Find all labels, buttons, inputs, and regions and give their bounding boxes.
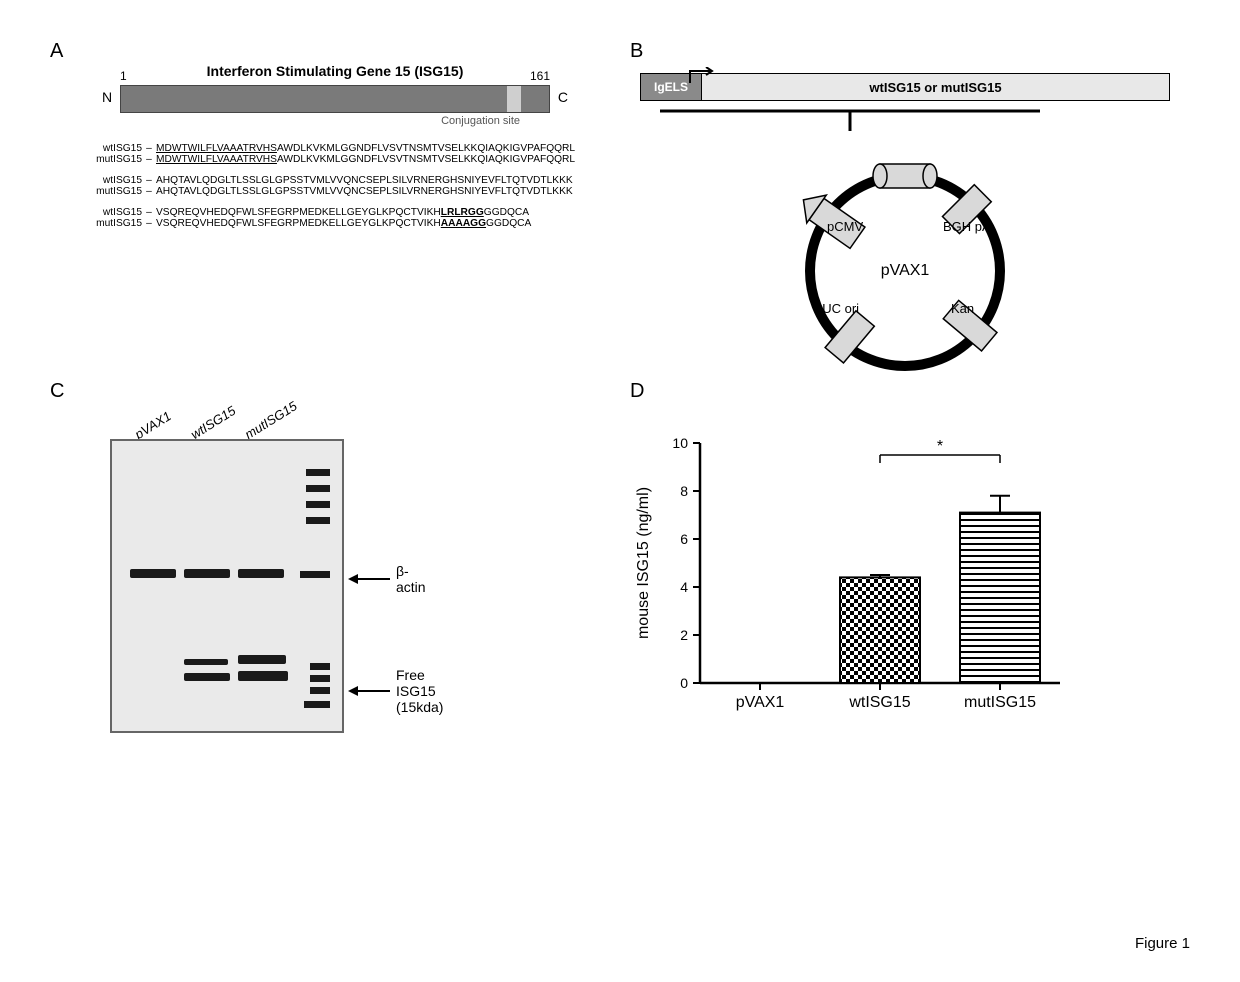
bghpa-label: BGH pA (943, 219, 991, 234)
conjugation-site (507, 86, 521, 112)
lane1-label: pVAX1 (132, 408, 174, 442)
panel-c: C pVAX1 wtISG15 mutISG15 β-actin Free IS… (50, 380, 590, 750)
beta-actin-arrow: β-actin (348, 563, 426, 595)
isg15-schematic: 1 161 N C Conjugation site (120, 85, 550, 127)
svg-text:mouse ISG15 (ng/ml): mouse ISG15 (ng/ml) (635, 487, 652, 639)
connector-line (640, 101, 1060, 131)
free-isg-arrow: Free ISG15 (15kda) (348, 667, 443, 715)
pos-start: 1 (120, 69, 127, 83)
free-isg-label: Free ISG15 (15kda) (396, 667, 443, 715)
conjugation-label: Conjugation site (120, 115, 520, 127)
svg-text:4: 4 (680, 579, 688, 595)
sequence-alignment: wtISG15–MDWTWILFLVAAATRVHSAWDLKVKMLGGNDF… (80, 143, 590, 229)
insert-box: wtISG15 or mutISG15 (702, 73, 1170, 101)
panel-c-label: C (50, 380, 64, 403)
promoter-arrow-icon (688, 67, 718, 85)
svg-text:8: 8 (680, 483, 688, 499)
western-blot (110, 439, 344, 733)
construct-diagram: IgELS wtISG15 or mutISG15 (640, 73, 1170, 101)
panel-a-label: A (50, 40, 590, 63)
lane3-label: mutISG15 (242, 398, 300, 442)
svg-text:2: 2 (680, 627, 688, 643)
svg-text:0: 0 (680, 675, 688, 691)
plasmid-name: pVAX1 (881, 262, 930, 280)
panel-a: A Interferon Stimulating Gene 15 (ISG15)… (50, 40, 590, 360)
n-terminus: N (102, 89, 112, 105)
svg-text:6: 6 (680, 531, 688, 547)
svg-text:pVAX1: pVAX1 (736, 694, 785, 711)
pos-end: 161 (530, 69, 550, 83)
lane2-label: wtISG15 (188, 403, 238, 442)
c-terminus: C (558, 89, 568, 105)
svg-text:mutISG15: mutISG15 (964, 694, 1036, 711)
kan-label: Kan (951, 301, 974, 316)
isg15-bar (120, 85, 550, 113)
panel-b: B IgELS wtISG15 or mutISG15 (630, 40, 1170, 360)
pucori-label: pUC ori (815, 301, 859, 316)
plasmid-map: pVAX1 pCMV BGH pA Kan pUC ori (765, 151, 1045, 391)
svg-text:wtISG15: wtISG15 (848, 694, 910, 711)
bar-chart: 0 2 4 6 8 10 mouse ISG15 (ng/ml) pVAX1 wtISG15 mu… (630, 423, 1070, 723)
panel-d-label: D (630, 380, 1170, 403)
panel-d: D 0 2 4 6 8 10 mouse ISG15 (ng/ml) pVAX1 wtISG15… (630, 380, 1170, 750)
svg-text:10: 10 (672, 435, 688, 451)
beta-actin-label: β-actin (396, 563, 426, 595)
isg15-title: Interferon Stimulating Gene 15 (ISG15) (80, 63, 590, 79)
pcmv-label: pCMV (827, 219, 863, 234)
svg-text:*: * (937, 438, 943, 455)
figure-caption: Figure 1 (1135, 935, 1190, 952)
panel-b-label: B (630, 40, 1170, 63)
